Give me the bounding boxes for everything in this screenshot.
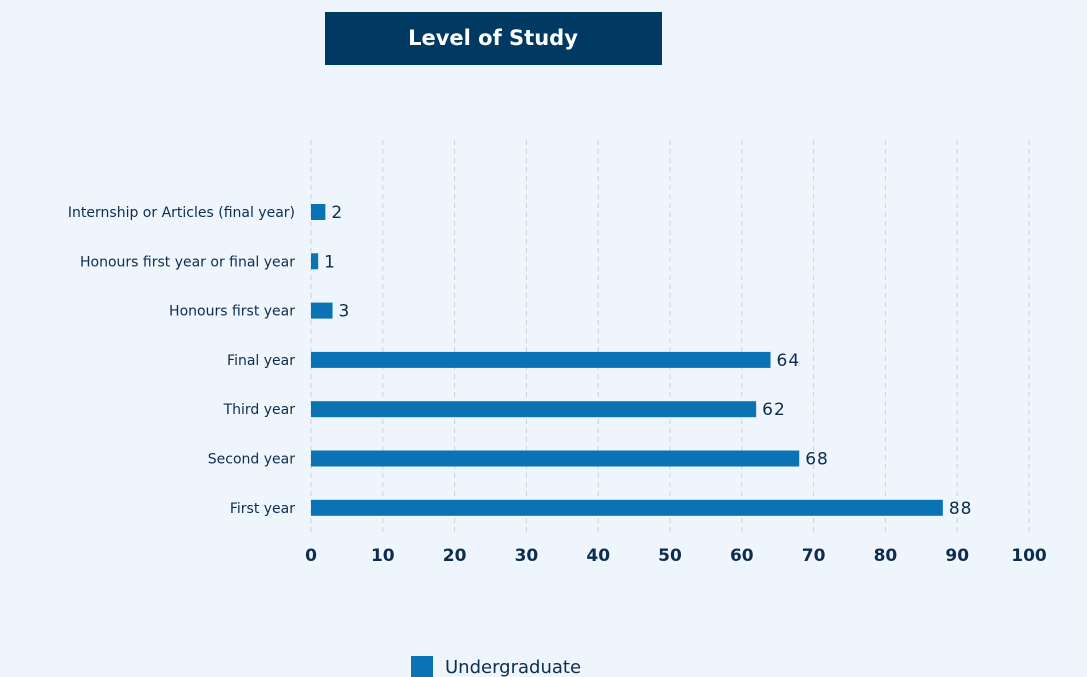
bar [311,351,771,368]
y-tick-label: Second year [208,452,295,468]
legend-label: Undergraduate [445,657,581,677]
y-tick-label: First year [230,501,295,517]
bar [311,253,319,270]
value-label: 88 [949,499,973,519]
x-tick-label: 80 [874,546,898,566]
x-tick-label: 70 [802,546,826,566]
y-tick-label: Third year [223,402,296,418]
x-tick-label: 60 [730,546,754,566]
value-label: 1 [324,252,336,272]
y-tick-label: Honours first year [169,304,295,320]
y-tick-label: Honours first year or final year [80,254,295,270]
bar [311,401,757,418]
title-box [325,12,662,65]
chart-title: Level of Study [408,26,578,50]
y-tick-label: Final year [227,353,295,369]
x-tick-label: 90 [945,546,969,566]
x-tick-label: 40 [586,546,610,566]
x-tick-label: 100 [1011,546,1047,566]
value-label: 2 [331,203,343,223]
bar [311,450,800,467]
x-tick-label: 0 [305,546,317,566]
value-label: 68 [805,450,829,470]
legend-swatch [411,656,433,677]
bar [311,499,943,516]
value-label: 3 [339,302,351,322]
value-label: 62 [762,400,786,420]
x-tick-label: 30 [515,546,539,566]
x-tick-label: 20 [443,546,467,566]
y-tick-label: Internship or Articles (final year) [68,205,295,221]
bar [311,204,326,220]
x-tick-label: 50 [658,546,682,566]
value-label: 64 [777,351,801,371]
bar [311,302,333,319]
x-tick-label: 10 [371,546,395,566]
